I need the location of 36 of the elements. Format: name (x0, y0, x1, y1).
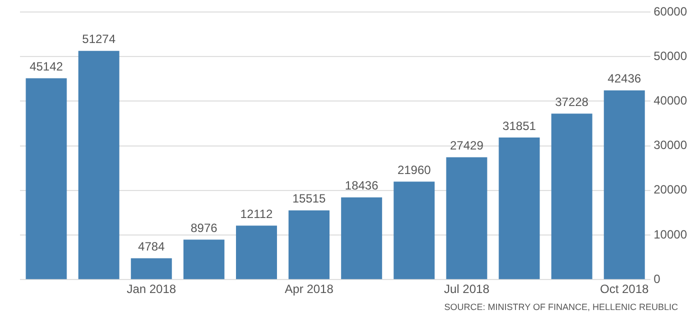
data-label: 45142 (30, 60, 64, 74)
y-tick-label: 0 (654, 272, 661, 286)
bar (236, 226, 277, 280)
x-tick-label: Oct 2018 (600, 282, 650, 296)
bar (78, 50, 120, 280)
x-tick-label: Jan 2018 (126, 282, 176, 296)
data-label: 31851 (502, 118, 536, 133)
x-tick-label: Apr 2018 (284, 282, 334, 296)
bar (26, 78, 67, 280)
bar (446, 157, 488, 280)
y-tick-label: 40000 (654, 94, 688, 108)
x-tick-label: Jul 2018 (444, 282, 490, 296)
data-label: 12112 (240, 206, 274, 221)
data-label: 18436 (344, 178, 379, 193)
data-label: 8976 (190, 220, 218, 235)
bar (498, 138, 540, 280)
y-tick-label: 60000 (654, 4, 688, 18)
y-tick-label: 20000 (654, 182, 688, 197)
bar (130, 258, 172, 280)
y-tick-label: 30000 (654, 138, 688, 152)
data-label: 21960 (397, 162, 432, 177)
data-label: 37228 (555, 94, 589, 109)
bar (183, 240, 224, 280)
y-tick-label: 10000 (654, 227, 688, 242)
data-label: 42436 (608, 72, 642, 86)
data-label: 51274 (82, 32, 116, 46)
bar (604, 90, 645, 280)
data-label: 27429 (450, 138, 484, 153)
bar (551, 114, 592, 280)
data-label: 15515 (292, 192, 326, 206)
bar (341, 197, 382, 280)
y-tick-label: 50000 (654, 48, 688, 63)
bar (288, 210, 330, 280)
data-label: 4784 (138, 240, 166, 254)
bar (394, 182, 435, 280)
source-note: SOURCE: MINISTRY OF FINANCE, HELLENIC REUBLIC (444, 302, 678, 312)
